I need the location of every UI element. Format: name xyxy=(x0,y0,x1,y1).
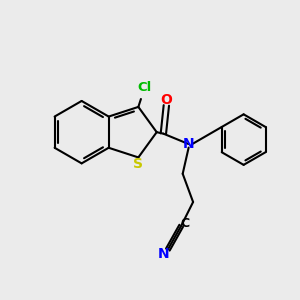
Text: C: C xyxy=(180,217,189,230)
Text: S: S xyxy=(133,157,143,171)
Text: N: N xyxy=(183,137,194,151)
Text: Cl: Cl xyxy=(138,81,152,94)
Text: O: O xyxy=(160,93,172,107)
Text: N: N xyxy=(158,247,169,261)
